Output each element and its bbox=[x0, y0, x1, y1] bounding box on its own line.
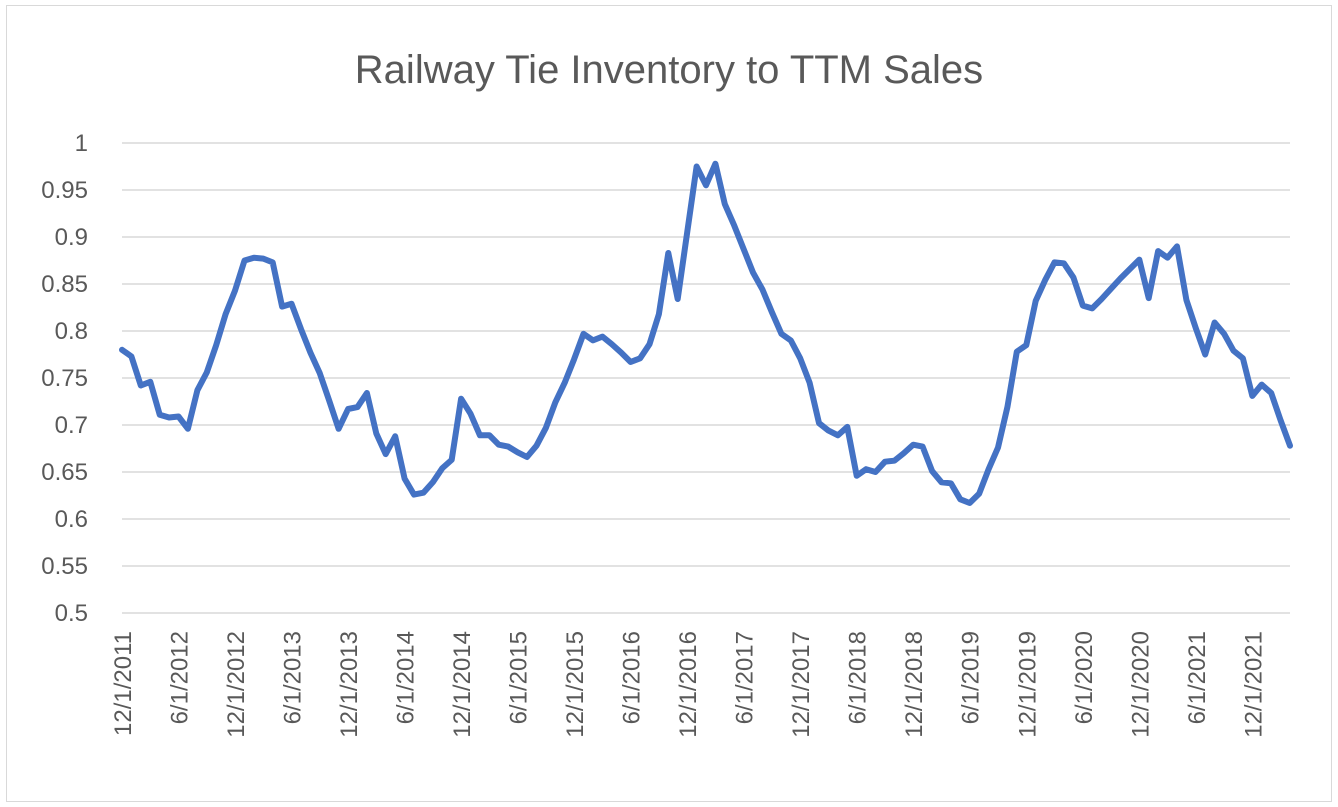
x-axis-ticks: 12/1/2011 6/1/2012 12/1/2012 6/1/2013 12/1/2… bbox=[110, 631, 1267, 738]
x-tick-label: 12/1/2013 bbox=[336, 631, 363, 738]
y-tick-label: 0.85 bbox=[41, 271, 88, 298]
chart-area bbox=[6, 5, 1332, 802]
x-tick-label: 6/1/2018 bbox=[845, 631, 872, 724]
chart-title: Railway Tie Inventory to TTM Sales bbox=[355, 48, 983, 92]
y-axis-ticks: 0.5 0.55 0.6 0.65 0.7 0.75 0.8 0.85 0.9 0.95 1 bbox=[41, 130, 88, 627]
y-tick-label: 0.8 bbox=[55, 318, 88, 345]
x-tick-label: 6/1/2012 bbox=[167, 631, 194, 724]
y-tick-label: 0.75 bbox=[41, 365, 88, 392]
series-line bbox=[119, 160, 1293, 506]
y-tick-label: 0.95 bbox=[41, 177, 88, 204]
x-tick-label: 12/1/2016 bbox=[675, 631, 702, 738]
y-tick-label: 0.6 bbox=[55, 506, 88, 533]
x-tick-label: 6/1/2015 bbox=[506, 631, 533, 724]
x-tick-label: 6/1/2016 bbox=[619, 631, 646, 724]
y-tick-label: 0.7 bbox=[55, 412, 88, 439]
x-tick-label: 12/1/2014 bbox=[449, 631, 476, 738]
x-tick-label: 12/1/2017 bbox=[788, 631, 815, 738]
x-tick-label: 6/1/2013 bbox=[280, 631, 307, 724]
x-tick-label: 6/1/2021 bbox=[1184, 631, 1211, 724]
x-tick-label: 12/1/2015 bbox=[562, 631, 589, 738]
x-tick-label: 6/1/2019 bbox=[958, 631, 985, 724]
x-tick-label: 12/1/2021 bbox=[1240, 631, 1267, 738]
x-tick-label: 12/1/2018 bbox=[901, 631, 928, 738]
gridlines bbox=[122, 142, 1290, 614]
y-tick-label: 0.65 bbox=[41, 459, 88, 486]
x-tick-label: 6/1/2020 bbox=[1071, 631, 1098, 724]
y-tick-label: 1 bbox=[75, 130, 88, 157]
y-tick-label: 0.9 bbox=[55, 224, 88, 251]
x-tick-label: 6/1/2017 bbox=[732, 631, 759, 724]
y-tick-label: 0.55 bbox=[41, 553, 88, 580]
series-layer bbox=[119, 160, 1293, 506]
y-tick-label: 0.5 bbox=[55, 600, 88, 627]
x-tick-label: 12/1/2020 bbox=[1127, 631, 1154, 738]
x-tick-label: 12/1/2019 bbox=[1014, 631, 1041, 738]
x-tick-label: 12/1/2012 bbox=[223, 631, 250, 738]
x-tick-label: 6/1/2014 bbox=[393, 631, 420, 724]
x-tick-label: 12/1/2011 bbox=[110, 631, 137, 736]
